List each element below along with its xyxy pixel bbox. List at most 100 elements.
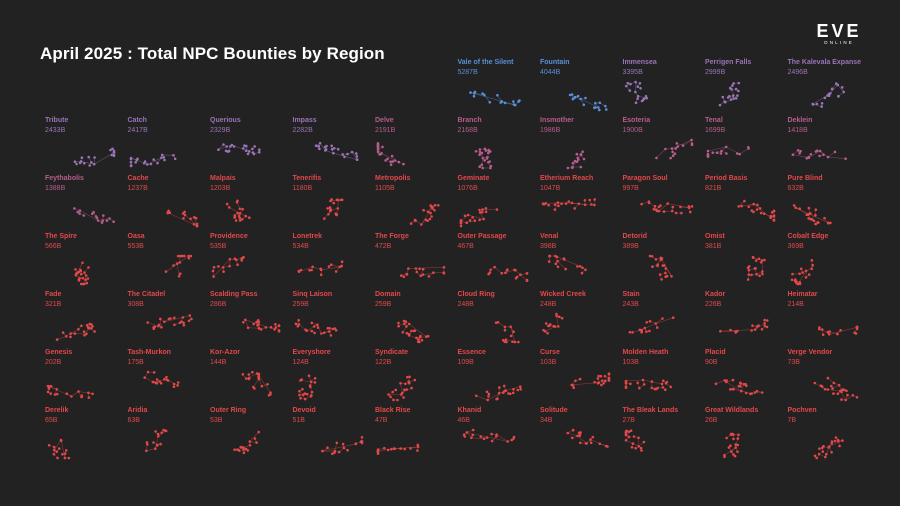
map-system-dot (212, 275, 215, 278)
map-link (71, 391, 79, 397)
map-system-dot (772, 209, 776, 213)
map-link (56, 336, 67, 340)
map-system-dot (46, 390, 50, 394)
map-system-dot (421, 268, 425, 271)
map-system-dot (654, 156, 658, 160)
region-bounty-value: 259B (375, 301, 392, 308)
map-system-dot (417, 338, 420, 341)
map-system-dot (310, 390, 313, 394)
map-link (724, 447, 736, 456)
map-system-dot (804, 269, 807, 273)
map-system-dot (839, 398, 843, 401)
map-system-dot (260, 384, 264, 388)
map-system-dot (629, 429, 632, 432)
region-bounty-value: 27B (622, 417, 635, 424)
map-link (245, 319, 249, 328)
region-map-glyph (144, 428, 167, 453)
map-link (557, 260, 566, 270)
map-system-dot (335, 441, 338, 445)
map-system-dot (266, 383, 269, 386)
region-map-glyph (46, 384, 94, 399)
map-system-dot (53, 448, 56, 452)
map-system-dot (518, 388, 522, 391)
region-cell: Metropolis 1105B (375, 175, 455, 230)
map-system-dot (403, 322, 406, 326)
map-system-dot (833, 439, 836, 443)
map-system-dot (171, 264, 175, 267)
map-system-dot (737, 433, 740, 437)
map-system-dot (100, 221, 104, 224)
map-link (625, 431, 629, 441)
map-system-dot (842, 388, 846, 392)
region-bounty-value: 381B (705, 243, 722, 250)
map-link (144, 377, 153, 383)
eve-online-logo: EVE ONLINE (812, 22, 866, 46)
map-system-dot (687, 205, 690, 208)
map-system-dot (838, 329, 842, 332)
map-system-dot (418, 267, 421, 271)
map-system-dot (160, 153, 163, 157)
map-system-dot (542, 328, 545, 332)
map-system-dot (635, 381, 639, 385)
map-system-dot (222, 143, 225, 146)
map-system-dot (820, 102, 823, 105)
map-system-dot (416, 340, 420, 343)
map-system-dot (101, 219, 104, 222)
region-map-glyph (165, 209, 198, 228)
map-system-dot (624, 84, 627, 88)
map-system-dot (228, 264, 231, 268)
map-link (466, 220, 475, 223)
region-cell: Molden Heath 103B (623, 349, 703, 404)
map-system-dot (480, 92, 484, 95)
region-name: Catch (127, 117, 147, 124)
region-map-glyph (241, 370, 272, 397)
map-system-dot (855, 327, 858, 331)
region-name: Stain (622, 291, 640, 298)
map-system-dot (679, 211, 683, 215)
map-system-dot (310, 265, 314, 269)
map-system-dot (636, 94, 639, 98)
map-system-dot (763, 324, 767, 328)
region-cell: Insmother 1986B (540, 117, 620, 172)
map-system-dot (318, 267, 322, 271)
map-system-dot (737, 205, 740, 208)
map-system-dot (770, 211, 774, 214)
map-link (213, 258, 231, 277)
region-name: The Spire (45, 233, 77, 240)
map-system-dot (313, 381, 316, 384)
map-system-dot (761, 270, 764, 273)
map-system-dot (817, 447, 821, 450)
region-name: Sinq Laison (292, 291, 333, 298)
map-system-dot (584, 268, 587, 272)
region-bounty-value: 467B (457, 243, 474, 250)
map-system-dot (750, 209, 754, 212)
map-system-dot (727, 446, 731, 449)
region-name: Essence (457, 349, 486, 356)
map-system-dot (642, 383, 645, 386)
map-system-dot (584, 96, 587, 100)
region-cell: Black Rise 47B (375, 407, 455, 462)
region-cell: Etherium Reach 1047B (540, 175, 620, 230)
region-bounty-value: 1076B (457, 185, 478, 192)
map-link (829, 331, 837, 335)
map-system-dot (194, 216, 197, 220)
map-system-dot (459, 219, 462, 222)
map-system-dot (376, 142, 380, 145)
map-system-dot (747, 205, 750, 209)
map-system-dot (383, 446, 386, 450)
map-system-dot (327, 265, 330, 268)
map-system-dot (817, 154, 821, 158)
map-system-dot (46, 384, 50, 388)
region-map-glyph (468, 90, 521, 107)
region-cell: Cobalt Edge 369B (788, 233, 868, 288)
map-system-dot (583, 203, 587, 207)
map-system-dot (734, 446, 737, 449)
map-system-dot (481, 217, 485, 221)
map-system-dot (93, 330, 96, 333)
map-system-dot (486, 151, 490, 155)
map-system-dot (480, 151, 483, 155)
region-name: Everyshore (292, 349, 331, 356)
region-name: Genesis (45, 349, 73, 356)
map-system-dot (663, 388, 667, 391)
map-system-dot (78, 277, 81, 280)
